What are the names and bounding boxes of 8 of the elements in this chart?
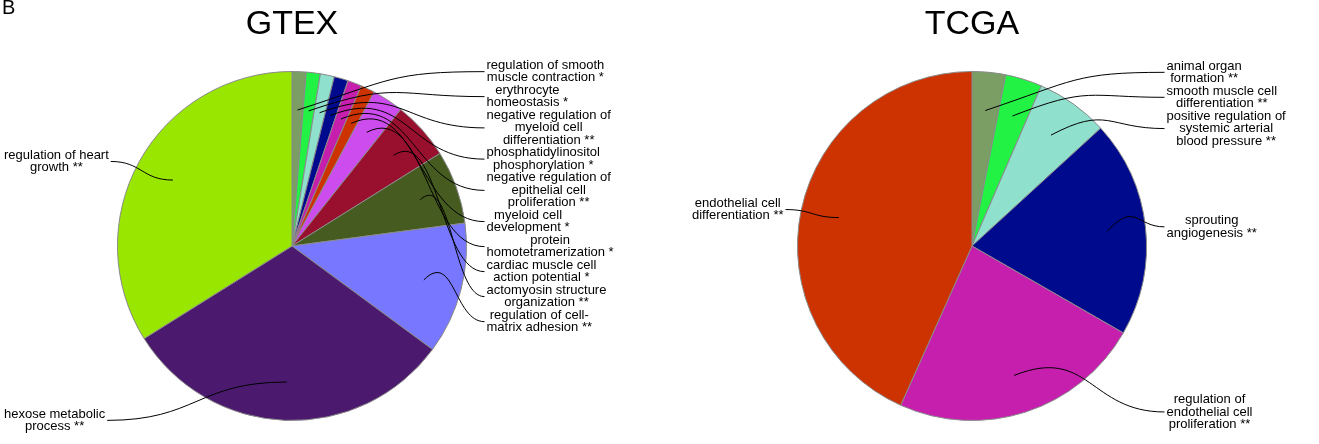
chart-title: GTEX: [245, 3, 339, 41]
slice-label: endothelial cell differentiation **: [691, 194, 784, 223]
slice-label: regulation of heart growth **: [4, 146, 110, 175]
slice-label: regulation of endothelial cell proliferation **: [1166, 391, 1253, 432]
text: B: [2, 0, 16, 18]
slice-label: sprouting angiogenesis **: [1166, 212, 1257, 240]
slice-label: hexose metabolic process **: [4, 405, 106, 434]
chart-title: TCGA: [924, 3, 1020, 41]
